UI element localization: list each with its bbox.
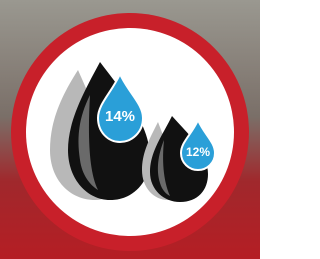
badge-label: 12% xyxy=(186,145,210,159)
badge-label: 14% xyxy=(105,108,135,125)
icon-graphic: 14% 12% xyxy=(0,0,260,259)
